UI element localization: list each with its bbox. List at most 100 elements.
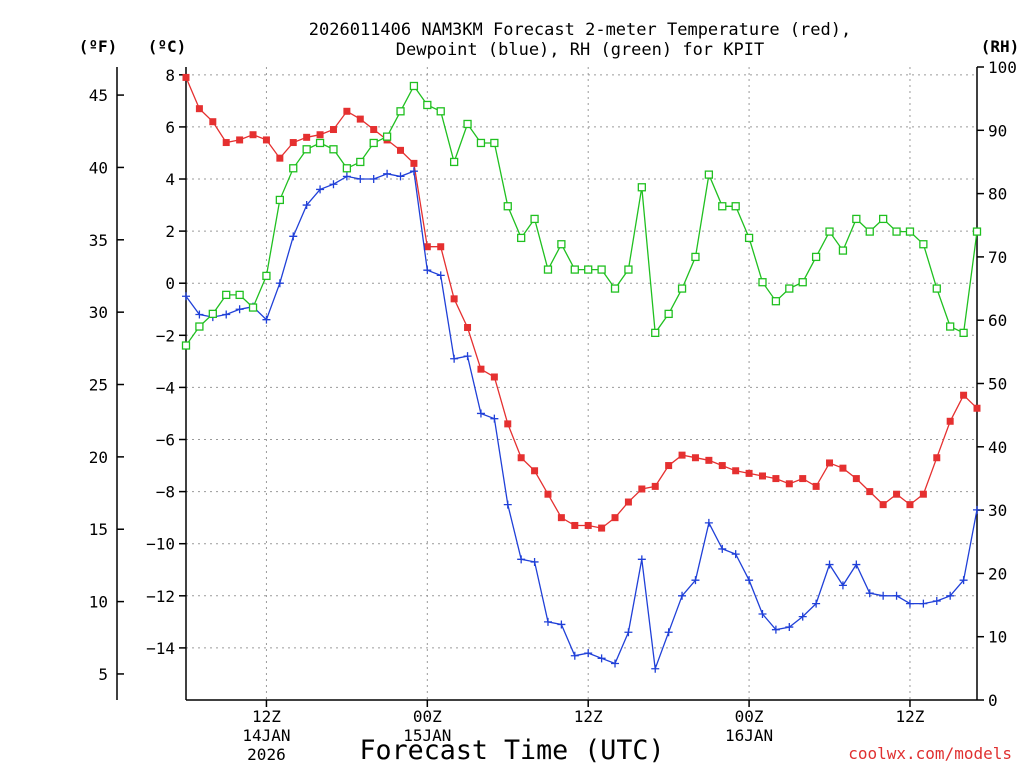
- dewpoint-point: [771, 625, 780, 634]
- dewpoint-point: [919, 599, 928, 608]
- dewpoint-point: [812, 599, 821, 608]
- fahrenheit-tick-label: 10: [89, 593, 108, 612]
- temperature-point: [785, 480, 793, 488]
- rh-point: [919, 240, 928, 249]
- rh-tick-label: 0: [988, 691, 998, 710]
- celsius-tick-label: 2: [165, 222, 175, 241]
- celsius-axis-unit: (ºC): [148, 37, 187, 56]
- fahrenheit-tick-label: 15: [89, 520, 108, 539]
- temperature-point: [262, 136, 270, 144]
- rh-point: [570, 265, 579, 274]
- temperature-line: [185, 77, 978, 529]
- temperature-point: [906, 501, 914, 509]
- temperature-point: [571, 521, 579, 529]
- celsius-tick-label: −2: [156, 326, 175, 345]
- temperature-point: [973, 404, 981, 412]
- rh-point: [476, 138, 486, 148]
- temperature-point: [249, 131, 257, 139]
- temperature-point: [182, 73, 190, 81]
- temperature-point: [705, 456, 713, 464]
- temperature-point: [665, 462, 673, 470]
- rh-point: [275, 195, 284, 205]
- dewpoint-point: [423, 266, 432, 275]
- rh-point: [315, 138, 325, 148]
- rh-point: [195, 322, 204, 331]
- dewpoint-point: [973, 505, 981, 514]
- rh-point: [517, 233, 526, 243]
- dewpoint-point: [905, 599, 914, 608]
- rh-point: [436, 107, 445, 116]
- rh-point: [785, 284, 794, 293]
- dewpoint-point: [798, 612, 807, 621]
- temperature-point: [410, 159, 418, 167]
- rh-point: [677, 284, 687, 293]
- dewpoint-point: [959, 576, 968, 585]
- temperature-point: [209, 118, 217, 126]
- temperature-point: [316, 131, 324, 139]
- rh-point: [972, 227, 982, 236]
- rh-tick-label: 60: [988, 311, 1007, 330]
- x-tick-date: 14JAN: [242, 726, 290, 745]
- fahrenheit-tick-label: 30: [89, 303, 108, 322]
- dewpoint-point: [289, 232, 298, 241]
- rh-point: [811, 252, 821, 262]
- temperature-point: [490, 373, 498, 381]
- dewpoint-point: [342, 172, 351, 181]
- temperature-point: [464, 323, 472, 331]
- rh-point: [329, 145, 338, 154]
- dewpoint-point: [637, 555, 646, 564]
- fahrenheit-tick-label: 35: [89, 231, 108, 250]
- rh-point: [624, 265, 633, 274]
- temperature-point: [919, 490, 927, 498]
- temperature-point: [826, 459, 834, 467]
- rh-point: [637, 183, 646, 192]
- temperature-point: [852, 475, 860, 483]
- dewpoint-point: [409, 167, 418, 176]
- rh-point: [222, 290, 231, 300]
- rh-point: [946, 322, 955, 331]
- temperature-point: [772, 475, 780, 483]
- rh-point: [530, 214, 539, 224]
- dewpoint-point: [838, 581, 847, 590]
- dewpoint-point: [543, 617, 552, 626]
- x-tick-label: 12Z: [574, 707, 603, 726]
- x-tick-year: 2026: [247, 745, 286, 764]
- rh-point: [557, 240, 566, 249]
- temperature-point: [370, 126, 378, 134]
- temperature-point: [651, 482, 659, 490]
- dewpoint-point: [463, 352, 472, 361]
- celsius-tick-label: 8: [165, 66, 175, 85]
- fahrenheit-tick-label: 25: [89, 376, 108, 395]
- dewpoint-point: [932, 597, 941, 606]
- temperature-point: [222, 139, 230, 147]
- rh-point: [758, 278, 767, 287]
- celsius-tick-label: −6: [156, 431, 175, 450]
- rh-point: [490, 138, 499, 148]
- dewpoint-point: [865, 589, 874, 598]
- dewpoint-point: [785, 623, 794, 632]
- dewpoint-series: [182, 167, 981, 673]
- rh-point: [423, 100, 432, 110]
- rh-point: [396, 107, 405, 116]
- dewpoint-point: [758, 610, 767, 619]
- dewpoint-point: [651, 664, 660, 673]
- temperature-point: [303, 133, 311, 141]
- temperature-point: [879, 501, 887, 509]
- rh-point: [731, 202, 740, 211]
- temperature-point: [236, 136, 244, 144]
- rh-point: [262, 271, 271, 281]
- fahrenheit-tick-label: 5: [98, 665, 108, 684]
- dewpoint-point: [946, 591, 955, 600]
- temperature-point: [691, 454, 699, 462]
- fahrenheit-axis-unit: (ºF): [79, 37, 118, 56]
- temperature-point: [343, 107, 351, 115]
- rh-tick-label: 20: [988, 564, 1007, 583]
- rh-tick-label: 70: [988, 248, 1007, 267]
- dewpoint-point: [584, 649, 593, 658]
- dewpoint-point: [396, 172, 405, 181]
- temperature-point: [758, 472, 766, 480]
- chart-title-line2: Dewpoint (blue), RH (green) for KPIT: [396, 40, 764, 60]
- temperature-point: [611, 514, 619, 522]
- celsius-tick-label: 6: [165, 118, 175, 137]
- dewpoint-point: [611, 659, 620, 668]
